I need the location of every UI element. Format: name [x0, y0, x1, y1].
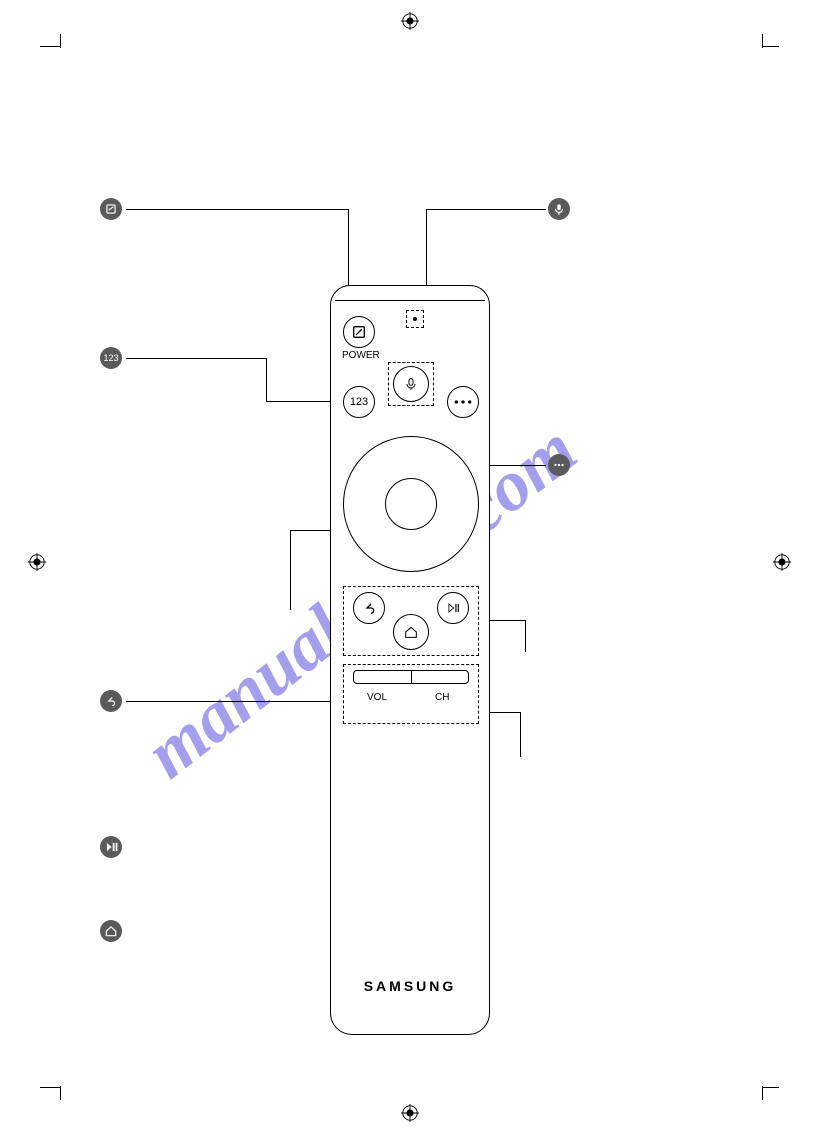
playpause-button[interactable] [437, 592, 469, 624]
remote-top-edge [335, 300, 485, 301]
leader-line [520, 712, 521, 757]
crop-mark [60, 1086, 61, 1100]
mic-dot [413, 317, 417, 321]
voice-button[interactable] [393, 366, 429, 402]
registration-mark [28, 553, 46, 571]
crop-mark [40, 1087, 60, 1088]
leader-line [266, 358, 267, 401]
crop-mark [763, 1087, 779, 1088]
crop-mark [60, 34, 61, 48]
leader-line [525, 620, 526, 652]
leader-line [126, 358, 266, 359]
leader-line [126, 209, 348, 210]
remote-body: POWER 123 VOL CH SAMSUNG [330, 285, 490, 1035]
power-label: POWER [342, 350, 380, 361]
callout-dots-icon [548, 454, 570, 476]
callout-power-icon [100, 198, 122, 220]
crop-mark [762, 1086, 763, 1100]
back-button[interactable] [353, 592, 385, 624]
callout-123-label: 123 [103, 353, 118, 363]
crop-mark [763, 46, 779, 47]
color-dots-button[interactable] [447, 386, 479, 418]
leader-line [490, 620, 525, 621]
registration-mark [401, 1104, 419, 1122]
power-button[interactable] [343, 316, 375, 348]
leader-line [490, 712, 520, 713]
ch-label: CH [435, 692, 449, 703]
dpad[interactable] [343, 436, 479, 572]
callout-123-icon: 123 [100, 347, 122, 369]
vol-label: VOL [367, 692, 387, 703]
registration-mark [773, 553, 791, 571]
crop-mark [40, 46, 60, 47]
dpad-select[interactable] [385, 478, 437, 530]
callout-playpause-icon [100, 836, 122, 858]
callout-back-icon [100, 690, 122, 712]
num123-button[interactable]: 123 [343, 386, 375, 418]
home-button[interactable] [393, 614, 429, 650]
rocker-spine [411, 672, 412, 682]
leader-line [290, 530, 291, 610]
callout-mic-icon [548, 198, 570, 220]
leader-line [426, 209, 546, 210]
registration-mark [401, 12, 419, 30]
crop-mark [762, 34, 763, 48]
brand-logo: SAMSUNG [331, 978, 489, 994]
leader-line [126, 701, 332, 702]
num123-button-label: 123 [350, 396, 368, 408]
callout-home-icon [100, 920, 122, 942]
